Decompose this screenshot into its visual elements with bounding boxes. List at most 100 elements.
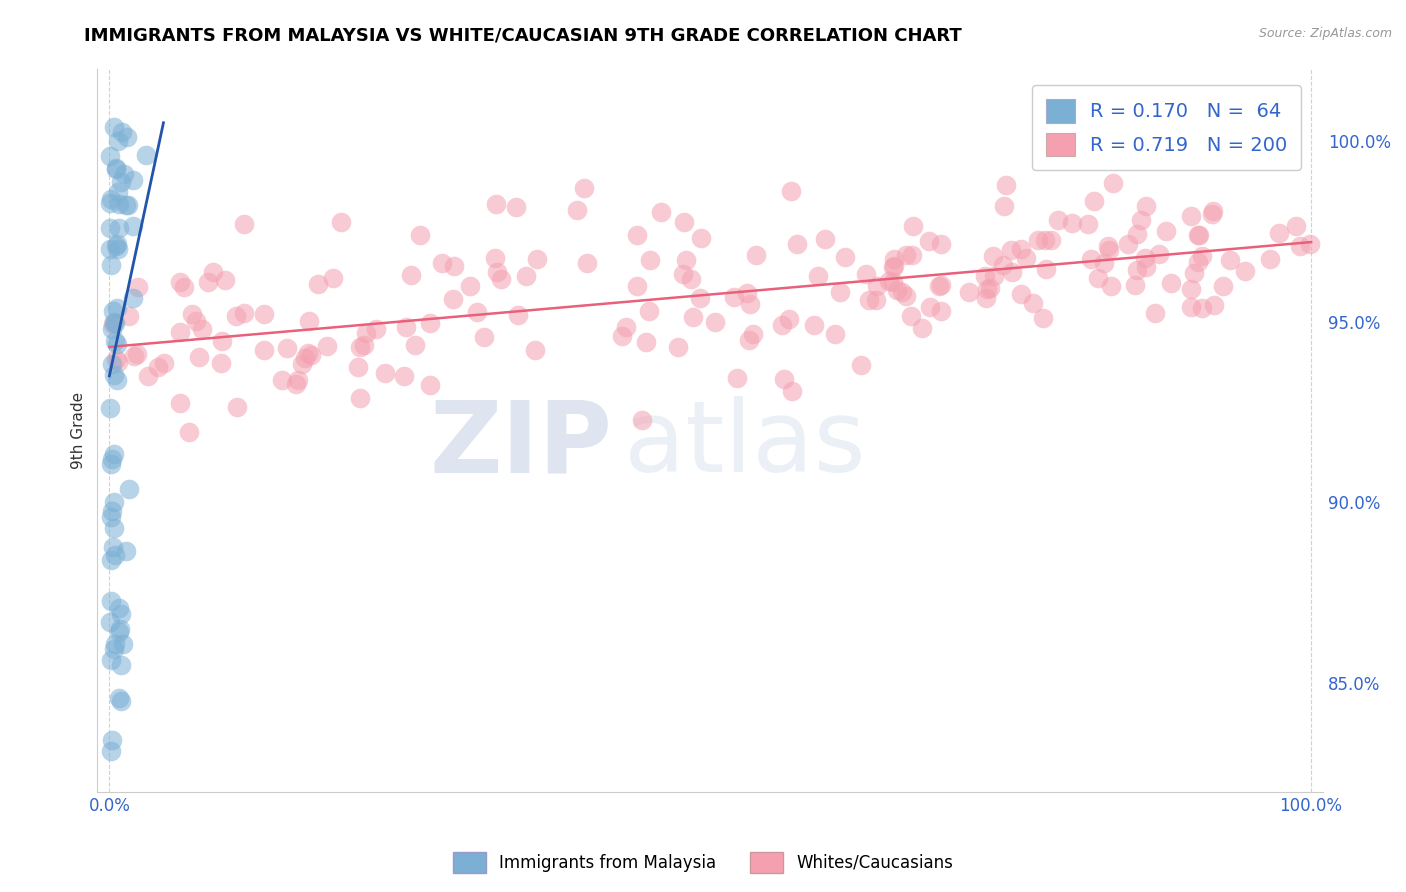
Point <box>100 553 122 567</box>
Point <box>148 359 170 374</box>
Point <box>105 301 128 315</box>
Point <box>103 368 125 382</box>
Legend: Immigrants from Malaysia, Whites/Caucasians: Immigrants from Malaysia, Whites/Caucasi… <box>446 846 960 880</box>
Point <box>886 283 908 297</box>
Point <box>877 274 900 288</box>
Point <box>1191 249 1213 263</box>
Point <box>979 281 1001 295</box>
Point <box>114 544 136 558</box>
Point <box>98 149 121 163</box>
Point <box>1201 207 1223 221</box>
Point <box>1040 233 1063 247</box>
Point <box>1000 244 1022 258</box>
Point <box>118 309 141 323</box>
Point <box>1149 247 1171 261</box>
Point <box>858 293 880 307</box>
Point <box>636 335 658 350</box>
Point <box>187 351 209 365</box>
Point <box>103 495 125 509</box>
Point <box>1180 282 1202 296</box>
Point <box>101 504 124 518</box>
Point <box>976 282 998 296</box>
Point <box>1191 301 1213 315</box>
Point <box>100 452 122 467</box>
Point <box>1285 219 1308 233</box>
Point <box>572 181 595 195</box>
Point <box>169 275 191 289</box>
Point <box>409 228 432 243</box>
Point <box>107 197 129 211</box>
Point <box>882 260 904 274</box>
Text: Source: ZipAtlas.com: Source: ZipAtlas.com <box>1258 27 1392 40</box>
Point <box>110 607 132 621</box>
Point <box>1125 263 1147 277</box>
Point <box>1035 262 1057 277</box>
Point <box>855 268 877 282</box>
Point <box>104 548 127 562</box>
Point <box>103 120 125 135</box>
Point <box>672 215 695 229</box>
Point <box>1135 199 1157 213</box>
Point <box>723 290 745 304</box>
Point <box>738 297 761 311</box>
Point <box>105 238 128 252</box>
Point <box>1097 239 1119 253</box>
Point <box>108 625 131 640</box>
Point <box>1160 276 1182 290</box>
Point <box>626 228 648 243</box>
Point <box>201 265 224 279</box>
Point <box>882 275 904 289</box>
Point <box>1123 277 1146 292</box>
Point <box>98 615 121 629</box>
Point <box>1187 255 1209 269</box>
Point <box>689 291 711 305</box>
Point <box>505 200 527 214</box>
Point <box>101 304 124 318</box>
Point <box>419 317 441 331</box>
Point <box>735 285 758 300</box>
Text: IMMIGRANTS FROM MALAYSIA VS WHITE/CAUCASIAN 9TH GRADE CORRELATION CHART: IMMIGRANTS FROM MALAYSIA VS WHITE/CAUCAS… <box>84 27 962 45</box>
Point <box>786 237 808 252</box>
Point <box>681 272 703 286</box>
Point <box>100 192 122 206</box>
Point <box>1135 260 1157 274</box>
Point <box>824 326 846 341</box>
Point <box>225 309 247 323</box>
Point <box>741 326 763 341</box>
Point <box>394 319 416 334</box>
Point <box>209 355 232 369</box>
Point <box>107 355 129 369</box>
Point <box>616 320 638 334</box>
Point <box>485 196 508 211</box>
Point <box>929 278 952 293</box>
Point <box>983 269 1005 284</box>
Point <box>101 541 124 555</box>
Text: ZIP: ZIP <box>429 396 612 493</box>
Point <box>104 162 127 177</box>
Point <box>98 401 121 415</box>
Point <box>1022 295 1045 310</box>
Point <box>929 237 952 252</box>
Point <box>773 372 796 386</box>
Point <box>911 321 934 335</box>
Point <box>1080 252 1102 266</box>
Point <box>834 250 856 264</box>
Point <box>392 369 415 384</box>
Point <box>107 600 129 615</box>
Point <box>104 334 127 348</box>
Point <box>100 652 122 666</box>
Point <box>297 346 319 360</box>
Point <box>347 360 370 375</box>
Point <box>121 219 143 233</box>
Point <box>103 642 125 657</box>
Point <box>115 198 138 212</box>
Point <box>322 271 344 285</box>
Point <box>883 252 905 266</box>
Point <box>638 252 661 267</box>
Point <box>738 333 761 347</box>
Point <box>994 178 1017 192</box>
Point <box>104 637 127 651</box>
Point <box>567 203 589 218</box>
Point <box>276 341 298 355</box>
Point <box>690 231 713 245</box>
